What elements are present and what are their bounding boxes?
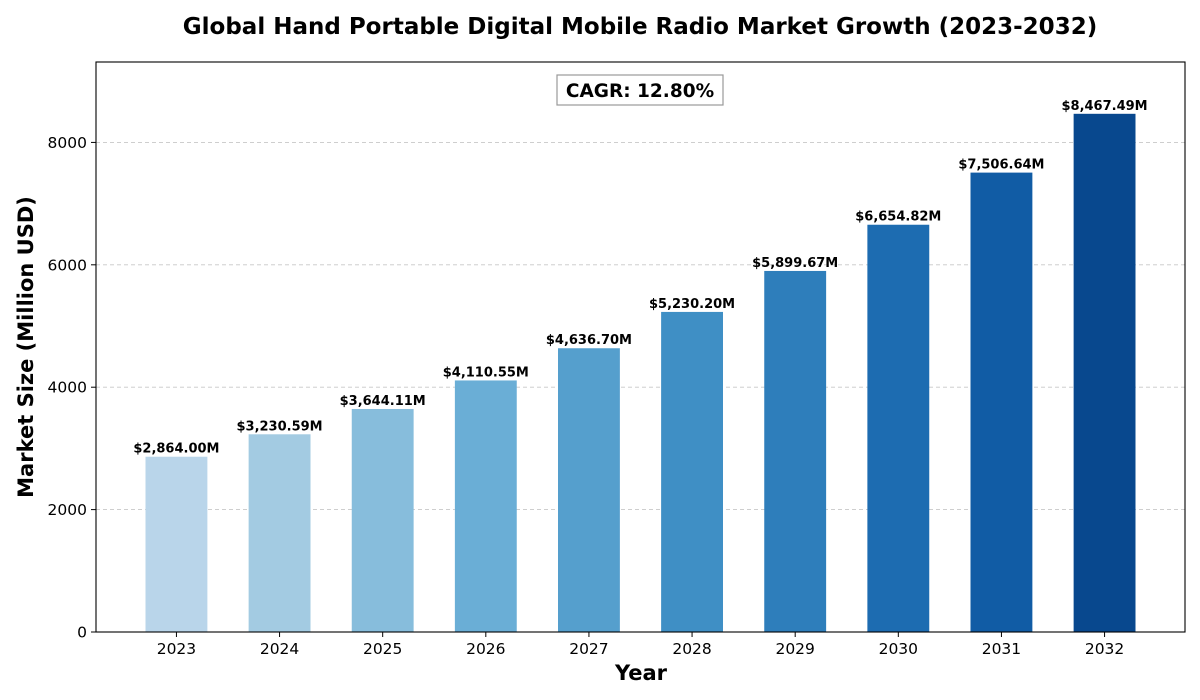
x-tick-label-2023: 2023 — [157, 640, 196, 658]
chart-title: Global Hand Portable Digital Mobile Radi… — [183, 14, 1097, 40]
bar-2026 — [454, 380, 517, 632]
data-labels: $2,864.00M $3,230.59M $3,644.11M $4,110.55M… — [133, 99, 1147, 457]
data-label-2023: $2,864.00M — [133, 442, 219, 457]
bar-2023 — [145, 456, 208, 632]
y-tick-label: 4000 — [48, 379, 87, 397]
x-axis-label: Year — [614, 661, 668, 685]
x-tick-label-2028: 2028 — [672, 640, 711, 658]
bar-2032 — [1073, 113, 1136, 633]
x-tick-label-2031: 2031 — [982, 640, 1021, 658]
x-tick-label-2024: 2024 — [260, 640, 299, 658]
data-label-2026: $4,110.55M — [443, 365, 529, 380]
data-label-2031: $7,506.64M — [958, 158, 1044, 173]
y-tick-label: 0 — [77, 624, 87, 642]
x-tick-label-2029: 2029 — [775, 640, 814, 658]
x-tick-label-2032: 2032 — [1085, 640, 1124, 658]
x-axis-ticks: 2023 2024 2025 2026 2027 2028 2029 2030 2031 2032 — [157, 632, 1124, 658]
data-label-2030: $6,654.82M — [855, 210, 941, 225]
data-label-2032: $8,467.49M — [1061, 99, 1147, 114]
x-tick-label-2025: 2025 — [363, 640, 402, 658]
y-axis-ticks: 0 2000 4000 6000 8000 — [48, 134, 96, 642]
y-axis-label: Market Size (Million USD) — [14, 196, 38, 498]
cagr-annotation: CAGR: 12.80% — [556, 74, 724, 106]
bar-2024 — [248, 434, 311, 632]
bar-2030 — [867, 224, 930, 633]
cagr-box — [556, 74, 724, 106]
bar-2031 — [970, 172, 1033, 632]
data-label-2028: $5,230.20M — [649, 297, 735, 312]
y-tick-label: 6000 — [48, 256, 87, 274]
x-tick-label-2026: 2026 — [466, 640, 505, 658]
x-tick-label-2030: 2030 — [879, 640, 918, 658]
data-label-2024: $3,230.59M — [236, 419, 322, 434]
bar-2029 — [764, 270, 827, 632]
plot-frame — [95, 61, 1186, 633]
y-tick-label: 2000 — [48, 501, 87, 519]
data-label-2025: $3,644.11M — [340, 394, 426, 409]
data-label-2029: $5,899.67M — [752, 256, 838, 271]
y-tick-label: 8000 — [48, 134, 87, 152]
cagr-label: CAGR: 12.80% — [566, 81, 714, 102]
bars — [145, 113, 1136, 633]
bar-2025 — [351, 408, 414, 632]
data-label-2027: $4,636.70M — [546, 333, 632, 348]
bar-2027 — [558, 348, 620, 632]
x-tick-label-2027: 2027 — [569, 640, 608, 658]
bar-2028 — [661, 311, 723, 632]
